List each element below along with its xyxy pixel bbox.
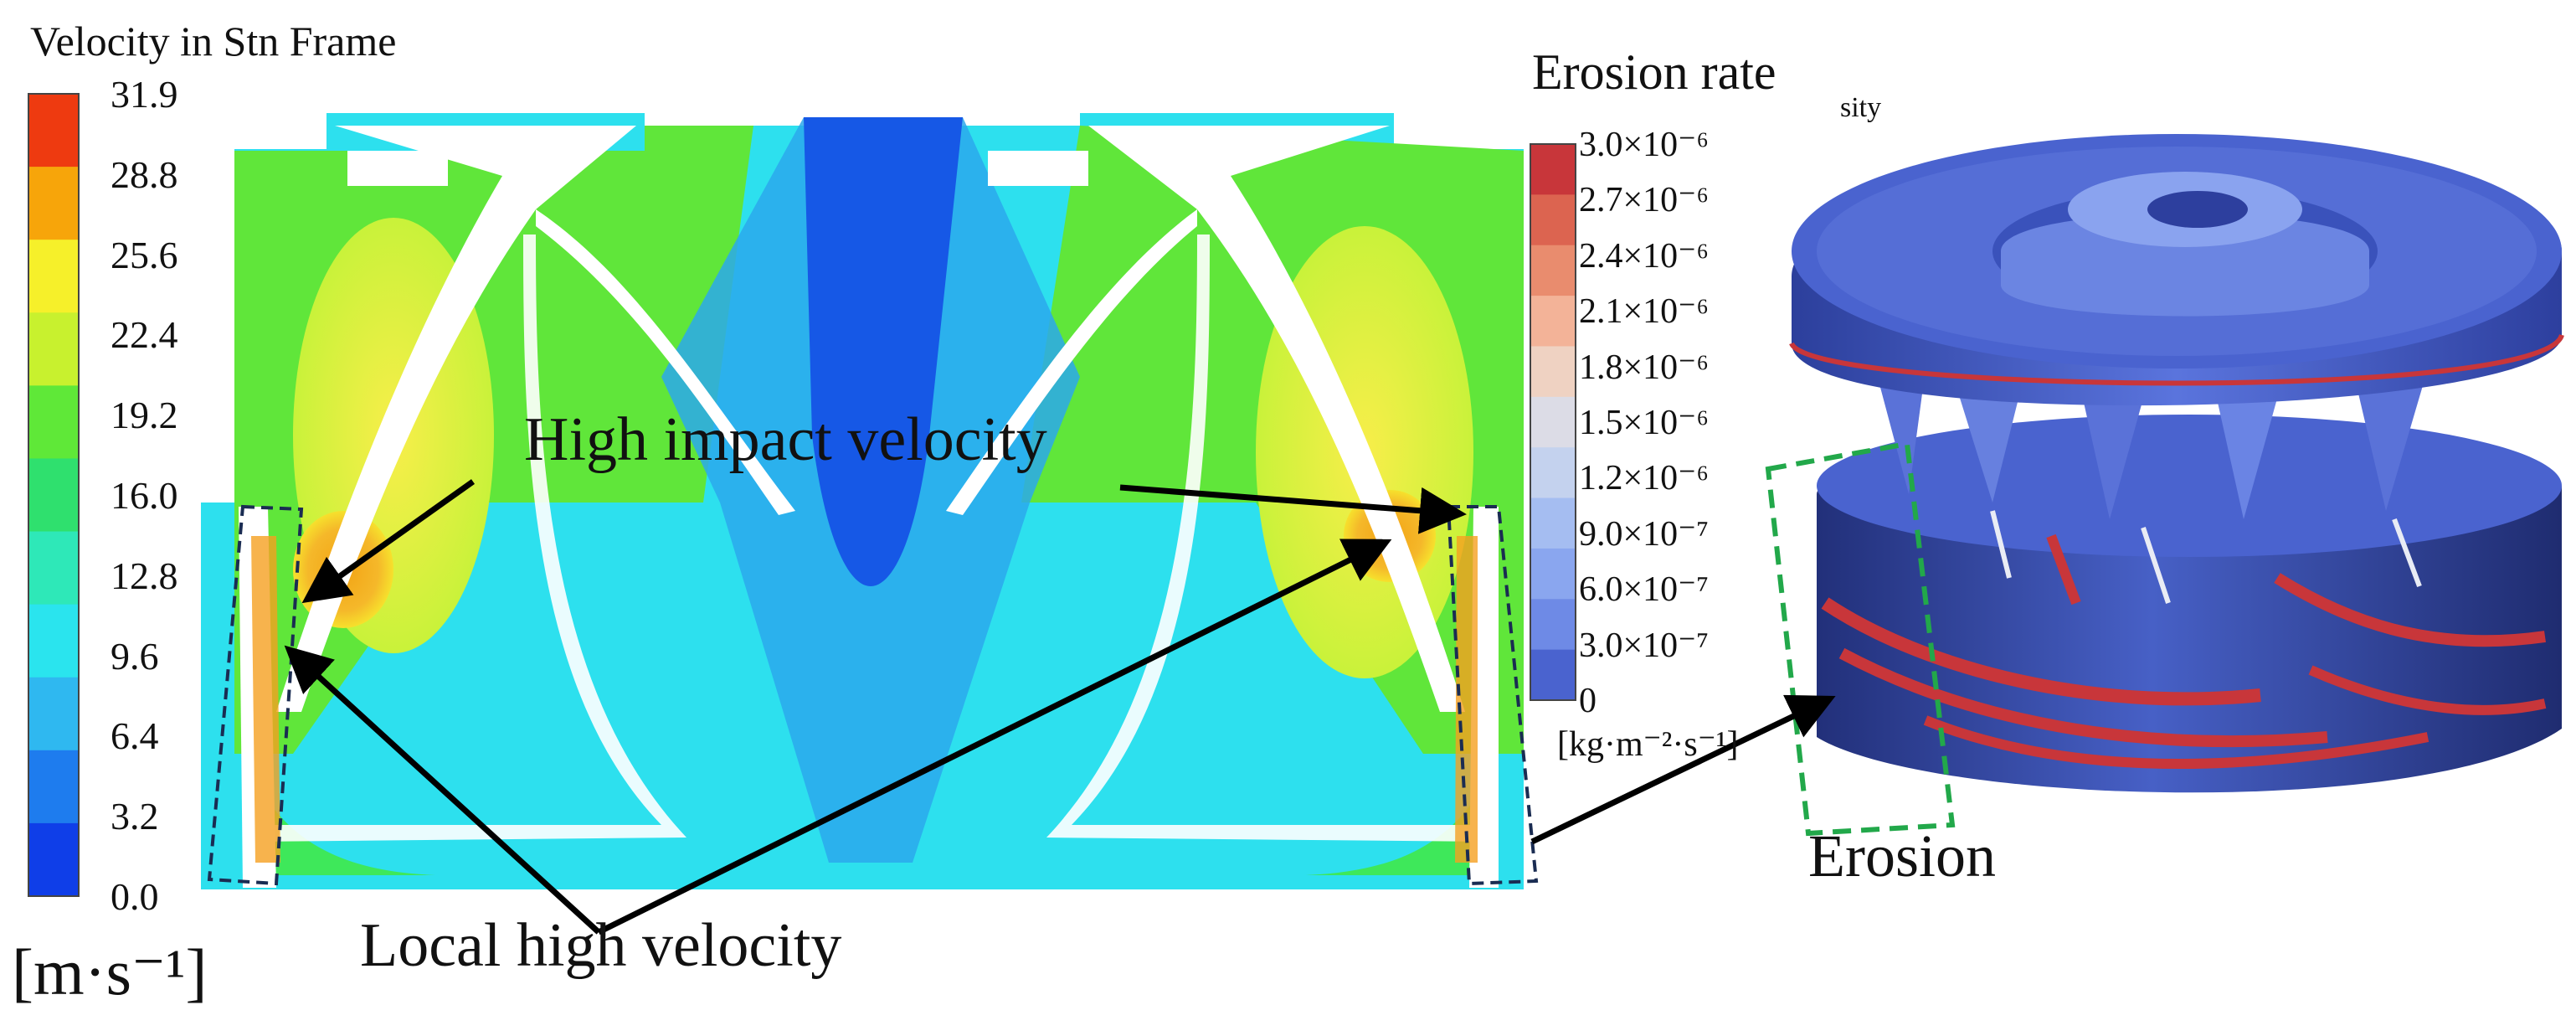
colorbar-tick-label: 28.8 xyxy=(111,152,178,196)
erosion-zone-highlight-box xyxy=(1765,441,1956,837)
colorbar-segment xyxy=(28,240,79,313)
colorbar-tick-label: 1.5×10⁻⁶ xyxy=(1579,404,1709,442)
local-high-velocity-label: Local high velocity xyxy=(360,911,842,980)
colorbar-tick-label: 25.6 xyxy=(111,233,178,276)
high-impact-velocity-label: High impact velocity xyxy=(524,405,1047,474)
right-wall-highlight-box xyxy=(1446,505,1539,886)
colorbar-tick-label: 2.7×10⁻⁶ xyxy=(1579,181,1709,220)
colorbar-tick-label: 31.9 xyxy=(111,73,178,116)
colorbar-tick-label: 9.6 xyxy=(111,634,159,678)
colorbar-segment xyxy=(1530,245,1576,296)
colorbar-tick-label: 1.8×10⁻⁶ xyxy=(1579,348,1709,387)
colorbar-tick-label: 3.0×10⁻⁷ xyxy=(1579,626,1709,665)
erosion-title-suffix: sity xyxy=(1840,92,1882,123)
colorbar-tick-label: 16.0 xyxy=(111,474,178,517)
colorbar-segment xyxy=(28,677,79,751)
colorbar-segment xyxy=(1530,599,1576,651)
colorbar-segment xyxy=(1530,346,1576,398)
colorbar-segment xyxy=(28,822,79,897)
colorbar-border xyxy=(1530,143,1576,701)
velocity-colorbar-title: Velocity in Stn Frame xyxy=(30,18,397,64)
arrow-high-impact-left xyxy=(301,479,476,604)
colorbar-tick-label: 9.0×10⁻⁷ xyxy=(1579,514,1709,554)
velocity-colorbar xyxy=(28,93,80,897)
colorbar-tick-label: 2.1×10⁻⁶ xyxy=(1579,292,1709,332)
left-wall-highlight-box xyxy=(207,504,304,886)
colorbar-segment xyxy=(1530,548,1576,600)
colorbar-tick-label: 19.2 xyxy=(111,394,178,437)
colorbar-tick-label: 3.2 xyxy=(111,795,159,838)
colorbar-tick-label: 22.4 xyxy=(111,313,178,357)
colorbar-tick-label: 0.0 xyxy=(111,875,159,918)
colorbar-segment xyxy=(1530,144,1576,195)
arrow-erosion xyxy=(1530,694,1836,845)
colorbar-segment xyxy=(28,458,79,533)
erosion-colorbar xyxy=(1530,143,1576,701)
arrow-high-impact-right xyxy=(1119,484,1467,534)
colorbar-segment xyxy=(28,312,79,386)
colorbar-segment xyxy=(28,531,79,606)
colorbar-segment xyxy=(1530,447,1576,499)
colorbar-tick-label: 1.2×10⁻⁶ xyxy=(1579,459,1709,498)
colorbar-tick-label: 6.0×10⁻⁷ xyxy=(1579,570,1709,610)
runner-erosion-render xyxy=(1789,134,2564,793)
colorbar-segment xyxy=(1530,194,1576,246)
erosion-colorbar-title: Erosion rate xyxy=(1532,44,1776,100)
colorbar-segment xyxy=(28,94,79,168)
colorbar-segment xyxy=(1530,649,1576,701)
colorbar-segment xyxy=(28,604,79,678)
arrow-local-right xyxy=(597,539,1392,935)
erosion-label: Erosion xyxy=(1808,822,1996,889)
colorbar-tick-label: 12.8 xyxy=(111,554,178,597)
colorbar-tick-label: 0 xyxy=(1579,682,1597,720)
colorbar-tick-label: 6.4 xyxy=(111,714,159,758)
erosion-unit-label: [kg·m⁻²·s⁻¹] xyxy=(1557,725,1739,764)
colorbar-segment xyxy=(28,385,79,459)
colorbar-segment xyxy=(1530,497,1576,549)
colorbar-segment xyxy=(28,167,79,240)
annotation-arrows xyxy=(284,479,1836,935)
colorbar-tick-label: 3.0×10⁻⁶ xyxy=(1579,126,1709,164)
colorbar-tick-label: 2.4×10⁻⁶ xyxy=(1579,236,1709,276)
colorbar-border xyxy=(28,93,80,897)
colorbar-segment xyxy=(28,750,79,824)
colorbar-segment xyxy=(1530,396,1576,448)
colorbar-segment xyxy=(1530,296,1576,347)
velocity-contour-field xyxy=(201,113,1524,889)
velocity-unit-label: [m·s⁻¹] xyxy=(12,935,208,1008)
arrow-local-left xyxy=(284,645,601,935)
